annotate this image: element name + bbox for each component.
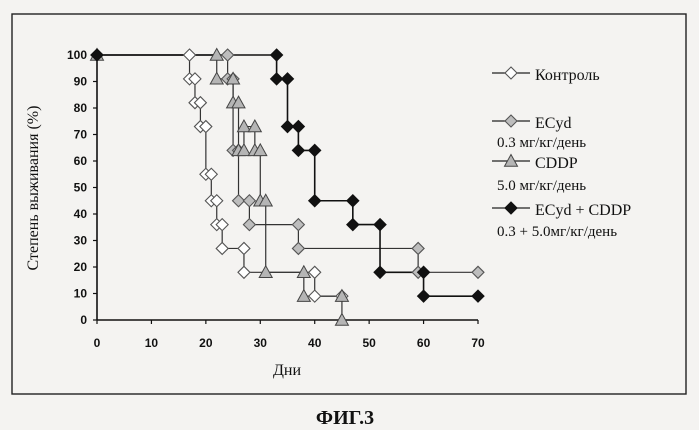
legend-sublabel-cddp: 5.0 мг/кг/день	[497, 178, 586, 194]
legend-item-control: Контроль	[492, 66, 600, 84]
legend-swatch-marker-control	[504, 66, 518, 80]
y-tick-label: 50	[74, 181, 88, 195]
y-tick-label: 30	[74, 234, 88, 248]
data-point-cddp	[258, 264, 274, 278]
series-line-cddp	[97, 54, 343, 320]
data-point-ecyd	[220, 48, 235, 62]
y-tick-label: 0	[80, 313, 87, 327]
x-tick-label: 40	[308, 336, 322, 350]
y-axis-ticks: 0 10 20 30 40 50 60 70 80 90 100	[67, 48, 97, 327]
legend-sublabel-ecyd-cddp: 0.3 + 5.0мг/кг/день	[497, 224, 617, 240]
data-point-cddp	[209, 47, 225, 61]
data-point-cddp	[236, 142, 252, 157]
data-point-ecyd-cddp	[280, 72, 295, 86]
data-point-cddp	[334, 312, 350, 326]
data-point-ecyd-cddp	[269, 48, 284, 62]
data-point-ecyd-cddp	[269, 72, 284, 86]
legend-label-ecyd: ECyd	[535, 115, 571, 132]
y-tick-label: 100	[67, 48, 87, 62]
y-tick-label: 80	[74, 101, 88, 115]
data-point-ecyd-cddp	[346, 193, 360, 208]
data-point-control	[182, 48, 197, 62]
data-point-cddp	[258, 193, 274, 207]
data-point-cddp	[252, 142, 268, 157]
data-point-control	[237, 265, 251, 280]
y-tick-label: 90	[74, 75, 88, 89]
x-axis-title: Дни	[273, 362, 301, 379]
data-point-control	[204, 167, 219, 182]
data-point-control	[188, 72, 202, 86]
data-point-ecyd-cddp	[373, 265, 387, 280]
legend-label-ecyd-cddp: ECyd + CDDP	[535, 202, 631, 219]
data-point-ecyd-cddp	[291, 143, 306, 158]
data-point-control	[307, 265, 322, 280]
legend-item-cddp: CDDP 5.0 мг/кг/день	[492, 153, 586, 194]
series-line-control	[97, 54, 342, 297]
figure-caption: ФИГ.3	[316, 407, 374, 429]
y-tick-label: 60	[74, 154, 88, 168]
data-point-ecyd	[242, 217, 257, 232]
legend-swatch-marker-cddp	[503, 153, 519, 167]
data-point-ecyd-cddp	[307, 143, 322, 158]
data-point-ecyd	[291, 241, 306, 256]
x-tick-label: 10	[145, 336, 159, 350]
data-point-control	[199, 119, 213, 134]
data-point-control	[209, 193, 224, 208]
data-point-cddp	[209, 71, 225, 85]
y-tick-label: 10	[74, 287, 88, 301]
data-point-cddp	[231, 95, 246, 109]
data-point-ecyd-cddp	[416, 289, 431, 303]
y-tick-label: 40	[74, 207, 88, 221]
legend-item-ecyd: ECyd 0.3 мг/кг/день	[492, 114, 586, 151]
axes	[96, 53, 478, 321]
data-point-ecyd-cddp	[416, 265, 431, 280]
data-point-ecyd	[471, 265, 485, 280]
data-point-cddp	[247, 119, 263, 133]
data-point-control	[193, 95, 208, 110]
legend-label-cddp: CDDP	[535, 155, 578, 172]
data-point-ecyd	[242, 193, 257, 208]
legend: Контроль ECyd 0.3 мг/кг/день CDDP 5.0 мг…	[492, 66, 631, 240]
data-point-control	[215, 241, 229, 256]
data-point-ecyd-cddp	[471, 289, 485, 303]
data-point-cddp	[334, 288, 350, 302]
x-tick-label: 30	[254, 336, 268, 350]
x-tick-label: 50	[362, 336, 376, 350]
x-tick-label: 20	[199, 336, 213, 350]
data-point-cddp	[236, 119, 252, 133]
x-tick-label: 60	[417, 336, 431, 350]
x-tick-label: 0	[94, 336, 101, 350]
data-point-control	[307, 289, 322, 303]
data-point-ecyd-cddp	[280, 119, 295, 134]
data-point-ecyd-cddp	[307, 193, 322, 208]
data-point-ecyd-cddp	[90, 48, 104, 62]
data-point-control	[215, 217, 229, 232]
y-tick-label: 20	[74, 260, 88, 274]
y-tick-label: 70	[74, 128, 88, 142]
data-point-ecyd	[411, 241, 425, 256]
x-tick-label: 70	[471, 336, 485, 350]
legend-label-control: Контроль	[535, 67, 600, 84]
data-point-cddp	[296, 288, 312, 302]
data-point-control	[237, 241, 251, 256]
data-point-ecyd-cddp	[373, 217, 387, 232]
chart-frame	[11, 13, 687, 395]
y-axis-title: Степень выживания (%)	[25, 106, 42, 271]
data-point-ecyd	[231, 193, 246, 208]
data-point-ecyd-cddp	[291, 119, 306, 134]
series-markers	[89, 47, 485, 326]
x-axis-ticks: 0 10 20 30 40 50 60 70	[94, 320, 485, 350]
legend-swatch-marker-ecyd-cddp	[504, 201, 518, 215]
data-point-ecyd	[291, 217, 306, 232]
legend-sublabel-ecyd: 0.3 мг/кг/день	[497, 135, 586, 151]
data-point-ecyd-cddp	[346, 217, 360, 232]
data-point-cddp	[225, 71, 241, 85]
legend-swatch-marker-ecyd	[504, 114, 518, 128]
series-line-ecyd-cddp	[97, 54, 478, 297]
data-point-cddp	[296, 264, 312, 278]
legend-item-ecyd-cddp: ECyd + CDDP 0.3 + 5.0мг/кг/день	[492, 201, 631, 240]
series-lines	[97, 54, 478, 320]
